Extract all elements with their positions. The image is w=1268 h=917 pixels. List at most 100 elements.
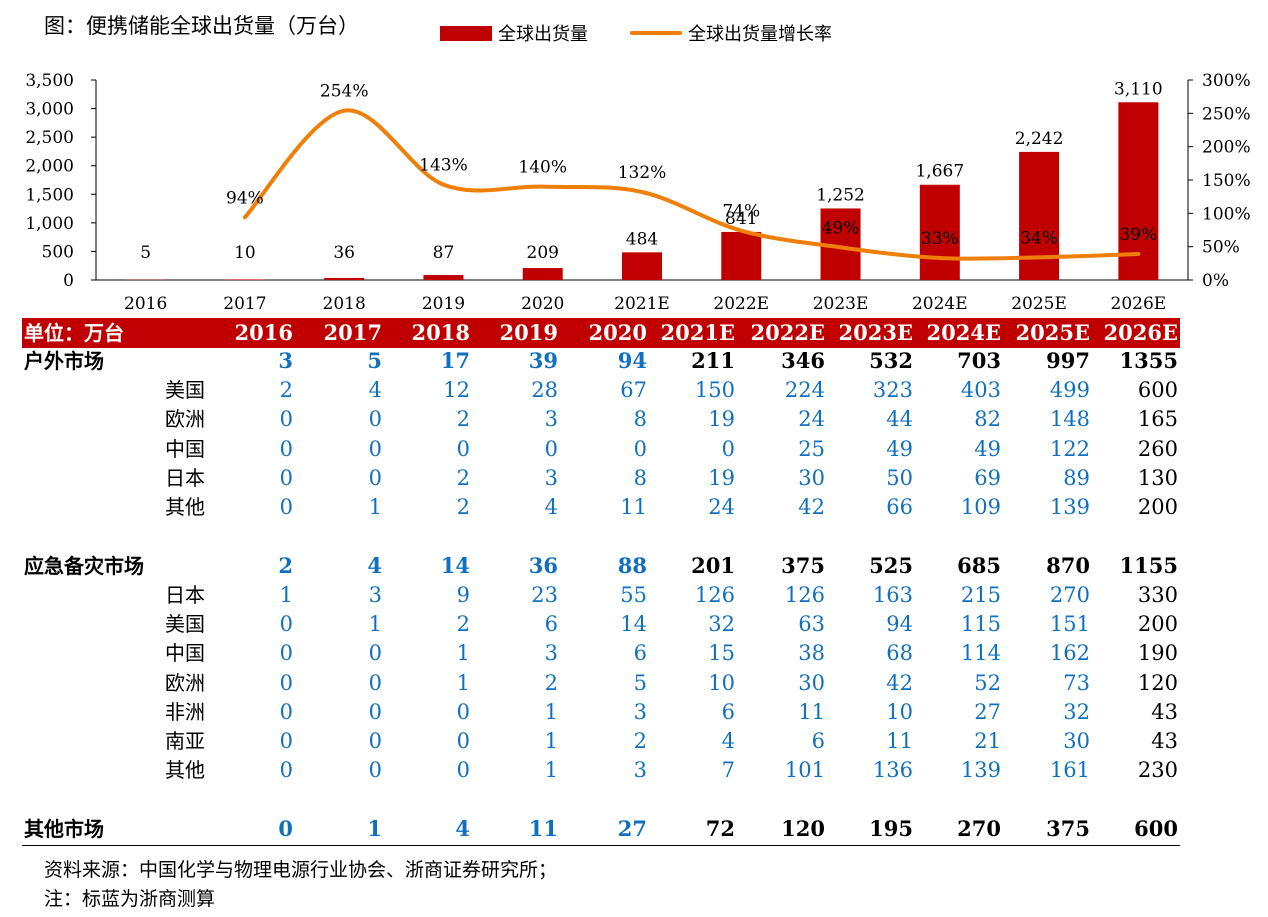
table-year-header: 2022E	[750, 320, 825, 345]
x-tick-label: 2017	[223, 294, 266, 314]
legend-bar-swatch	[440, 25, 492, 41]
table-cell: 21	[974, 729, 1001, 753]
table-cell: 0	[721, 437, 735, 461]
bar-value-label: 841	[725, 209, 757, 229]
table-cell: 165	[1137, 407, 1178, 431]
table-row-label: 应急备灾市场	[24, 554, 144, 578]
table-cell: 525	[869, 553, 913, 578]
estimate-note: 注：标蓝为浙商测算	[44, 888, 216, 910]
bar-value-label: 2,242	[1015, 129, 1064, 149]
table-cell: 0	[279, 758, 293, 782]
table-row-label: 欧洲	[165, 671, 205, 695]
table-row-label: 日本	[165, 583, 205, 607]
table-cell: 2	[279, 378, 293, 402]
x-tick-label: 2025E	[1011, 294, 1067, 314]
growth-rate-label: 94%	[226, 188, 264, 208]
bar	[522, 268, 563, 280]
table-cell: 200	[1137, 612, 1178, 636]
bar-value-label: 87	[433, 243, 455, 263]
left-tick-label: 1,500	[25, 185, 74, 205]
table-cell: 44	[886, 407, 913, 431]
table-cell: 19	[708, 466, 735, 490]
bar-value-label: 1,667	[915, 162, 964, 182]
x-tick-label: 2023E	[813, 294, 869, 314]
left-tick-label: 3,000	[25, 100, 74, 120]
table-cell: 162	[1049, 641, 1090, 665]
growth-rate-label: 143%	[419, 156, 468, 176]
table-cell: 8	[633, 407, 647, 431]
growth-rate-label: 132%	[618, 163, 667, 183]
table-cell: 11	[528, 816, 558, 841]
bar	[224, 279, 265, 280]
table-cell: 0	[368, 729, 382, 753]
table-cell: 3	[278, 348, 293, 373]
table-cell: 0	[456, 437, 470, 461]
table-cell: 2	[456, 495, 470, 519]
table-cell: 1	[279, 583, 293, 607]
table-cell: 27	[617, 816, 647, 841]
table-cell: 1	[368, 495, 382, 519]
table-cell: 403	[960, 378, 1001, 402]
table-cell: 0	[368, 437, 382, 461]
table-row-label: 户外市场	[24, 349, 104, 373]
table-year-header: 2021E	[660, 320, 735, 345]
table-cell: 42	[798, 495, 825, 519]
table-cell: 89	[1063, 466, 1090, 490]
table-cell: 0	[279, 466, 293, 490]
table-year-header: 2018	[411, 320, 470, 345]
table-cell: 73	[1063, 671, 1090, 695]
bar	[622, 252, 662, 280]
left-tick-label: 3,500	[25, 71, 74, 91]
table-cell: 0	[368, 758, 382, 782]
growth-rate-label: 34%	[1020, 228, 1058, 248]
table-cell: 0	[279, 641, 293, 665]
table-year-header: 2024E	[926, 320, 1001, 345]
table-cell: 6	[633, 641, 647, 665]
right-tick-label: 200%	[1202, 138, 1251, 158]
table-cell: 0	[279, 437, 293, 461]
table-cell: 55	[620, 583, 647, 607]
left-tick-label: 0	[63, 271, 74, 291]
table-cell: 4	[367, 553, 382, 578]
table-cell: 0	[279, 612, 293, 636]
table-cell: 88	[617, 553, 647, 578]
table-year-header: 2026E	[1103, 320, 1178, 345]
table-cell: 260	[1137, 437, 1178, 461]
table-row-label: 其他	[165, 495, 205, 519]
table-cell: 201	[691, 553, 735, 578]
table-cell: 4	[368, 378, 382, 402]
table-cell: 68	[886, 641, 913, 665]
table-cell: 36	[528, 553, 558, 578]
table-year-header: 2019	[499, 320, 558, 345]
table-cell: 69	[974, 466, 1001, 490]
table-cell: 0	[368, 671, 382, 695]
table-cell: 151	[1049, 612, 1090, 636]
table-cell: 15	[708, 641, 735, 665]
table-header-bar	[22, 318, 1180, 348]
table-cell: 0	[279, 729, 293, 753]
bar	[721, 231, 762, 280]
table-cell: 25	[798, 437, 825, 461]
table-cell: 17	[440, 348, 470, 373]
bar-value-label: 1,252	[816, 185, 865, 205]
table-cell: 14	[620, 612, 647, 636]
table-cell: 139	[960, 758, 1001, 782]
left-tick-label: 2,000	[25, 157, 74, 177]
table-cell: 2	[456, 612, 470, 636]
left-tick-label: 500	[42, 242, 74, 262]
table-cell: 94	[886, 612, 913, 636]
bar-value-label: 36	[333, 243, 355, 263]
table-cell: 24	[798, 407, 825, 431]
growth-rate-label: 74%	[722, 202, 760, 222]
table-cell: 2	[456, 466, 470, 490]
table-cell: 0	[633, 437, 647, 461]
table-cell: 101	[784, 758, 825, 782]
table-cell: 499	[1049, 378, 1090, 402]
table-cell: 3	[544, 641, 558, 665]
table-cell: 38	[798, 641, 825, 665]
table-cell: 122	[1049, 437, 1090, 461]
bar-value-label: 5	[140, 243, 151, 263]
table-cell: 11	[798, 700, 825, 724]
table-cell: 0	[368, 641, 382, 665]
table-cell: 0	[279, 495, 293, 519]
